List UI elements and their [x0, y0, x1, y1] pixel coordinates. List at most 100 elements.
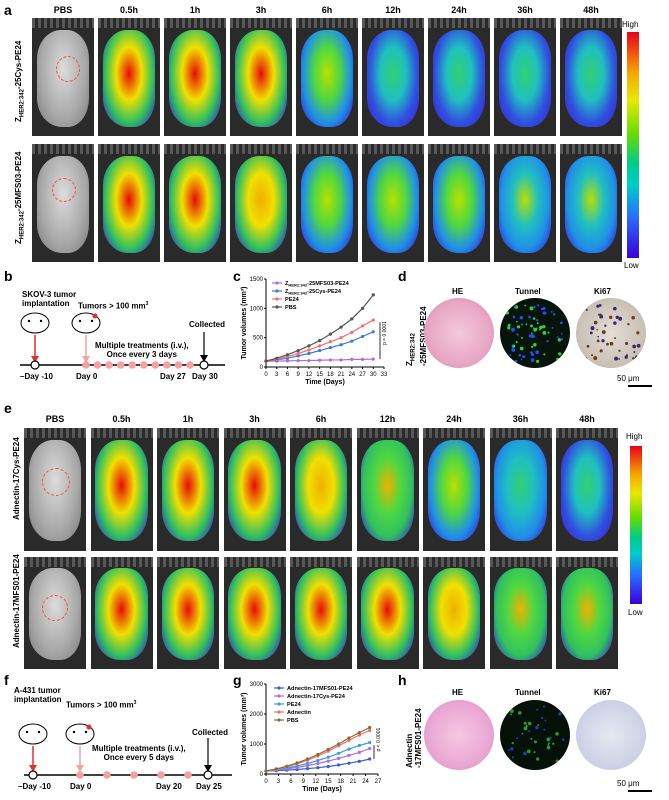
mouse-body [161, 568, 215, 661]
tumor-circle [42, 595, 68, 621]
treatment-dot [186, 361, 194, 369]
treatment-dot [163, 361, 171, 369]
legend-marker [275, 281, 279, 285]
panel-e-colorbar-low: Low [628, 608, 643, 617]
data-point [316, 752, 320, 757]
data-point [339, 325, 343, 329]
panel-d-he-label: HE [452, 287, 464, 296]
legend-entry: PE24 [287, 702, 302, 708]
time-label: 0.5h [119, 5, 138, 15]
x-tick-label: 6 [289, 779, 293, 785]
y-tick-label: 0 [260, 365, 264, 371]
legend-entry: ZHER2:342-25MFS03-PE24 [285, 281, 350, 288]
arrow-head-icon [31, 356, 39, 363]
panel-a-row1-label: ZHER2:342-25Cys-PE24 [14, 40, 26, 122]
imaging-tile [32, 144, 94, 262]
data-point [336, 742, 341, 746]
data-point [285, 764, 289, 768]
mouse-body [102, 155, 156, 253]
time-label: 3h [255, 5, 267, 15]
panel-h-scale: 50 μm [617, 779, 640, 788]
legend-entry: ZHER2:342-25Cys-PE24 [285, 289, 342, 296]
time-label: 12h [379, 414, 396, 424]
y-axis-label: Tumor volumes (mm³) [241, 287, 248, 360]
data-point [336, 756, 341, 760]
panel-d-ki67-label: Ki67 [594, 287, 611, 296]
panel-h-letter: h [398, 672, 407, 688]
panel-f-implant: A-431 tumor implantation [14, 686, 62, 704]
y-tick-label: 500 [253, 336, 264, 342]
treatment-dot [116, 361, 125, 369]
data-point [339, 336, 343, 340]
mouse-icon [65, 723, 95, 745]
data-point [336, 763, 341, 767]
data-point [371, 293, 375, 297]
mouse-body [498, 29, 552, 127]
x-tick-label: 9 [302, 779, 306, 785]
mouse-body [294, 440, 348, 542]
arrow-head-icon [200, 355, 208, 362]
panel-b-day0: Day 0 [76, 372, 98, 381]
panel-e-row1-label: Adnectin-17Cys-PE24 [12, 437, 21, 520]
data-point [296, 358, 300, 363]
data-point [318, 358, 322, 362]
panel-c-chart: 0 3 6 9 12 15 18 21 24 27 30 33 0 500 1000 1500 Time (Da… [241, 277, 388, 386]
ki67-stain-image [576, 700, 646, 770]
data-point [275, 356, 279, 360]
panel-d-scale: 50 μm [617, 374, 640, 383]
panel-b-timeline [20, 312, 225, 370]
panel-g-letter: g [233, 672, 242, 688]
data-point [318, 344, 322, 348]
data-point [326, 747, 330, 751]
mouse-body [95, 568, 148, 661]
ki67-stain-image [576, 298, 646, 368]
x-tick-label: 27 [375, 779, 382, 785]
data-point [264, 359, 268, 363]
arrow-head-icon [76, 765, 84, 772]
mouse-body [498, 155, 552, 253]
panel-b-treatments: Multiple treatments (i.v.), Once every 3 … [95, 341, 189, 359]
imaging-tile [157, 557, 219, 669]
treatment-dot [174, 361, 183, 369]
imaging-tile [98, 144, 160, 262]
mouse-body [432, 29, 486, 127]
panel-f-letter: f [4, 672, 9, 688]
time-label: 1h [182, 414, 194, 424]
data-point [350, 357, 354, 361]
imaging-tile [164, 18, 226, 136]
imaging-tile [356, 428, 419, 551]
data-point [307, 351, 311, 356]
imaging-tile [32, 18, 94, 136]
x-tick-label: 0 [264, 372, 268, 378]
tumor-circle [56, 56, 80, 82]
mouse-body [300, 29, 354, 127]
data-point [307, 348, 311, 352]
x-tick-label: 6 [286, 372, 290, 378]
y-tick-label: 1000 [250, 306, 264, 312]
treatment-dot [184, 771, 192, 779]
data-point [368, 740, 372, 745]
mouse-body [560, 568, 614, 661]
imaging-tile [164, 144, 226, 262]
legend-marker [277, 710, 281, 714]
imaging-tile [223, 557, 286, 669]
imaging-tile [24, 557, 86, 669]
imaging-tile [230, 18, 292, 136]
panel-f-treatments: Multiple treatments (i.v.), Once every 5 … [92, 744, 186, 762]
data-point [371, 357, 375, 361]
panel-a-letter: a [4, 2, 12, 18]
imaging-tile [494, 18, 556, 136]
mouse-body [494, 568, 547, 661]
panel-f-day20: Day 20 [156, 782, 182, 791]
data-point [368, 757, 372, 761]
data-point [357, 733, 361, 737]
data-point [326, 759, 330, 763]
time-label: 0.5h [112, 414, 131, 424]
data-point [316, 758, 320, 763]
x-axis-label: Time (Days) [302, 786, 342, 793]
legend-entry: PBS [287, 718, 299, 724]
data-point [360, 324, 365, 328]
data-point [357, 759, 361, 763]
p-value: p = 0.0001 [382, 321, 388, 345]
arrow-head-icon [29, 765, 37, 772]
